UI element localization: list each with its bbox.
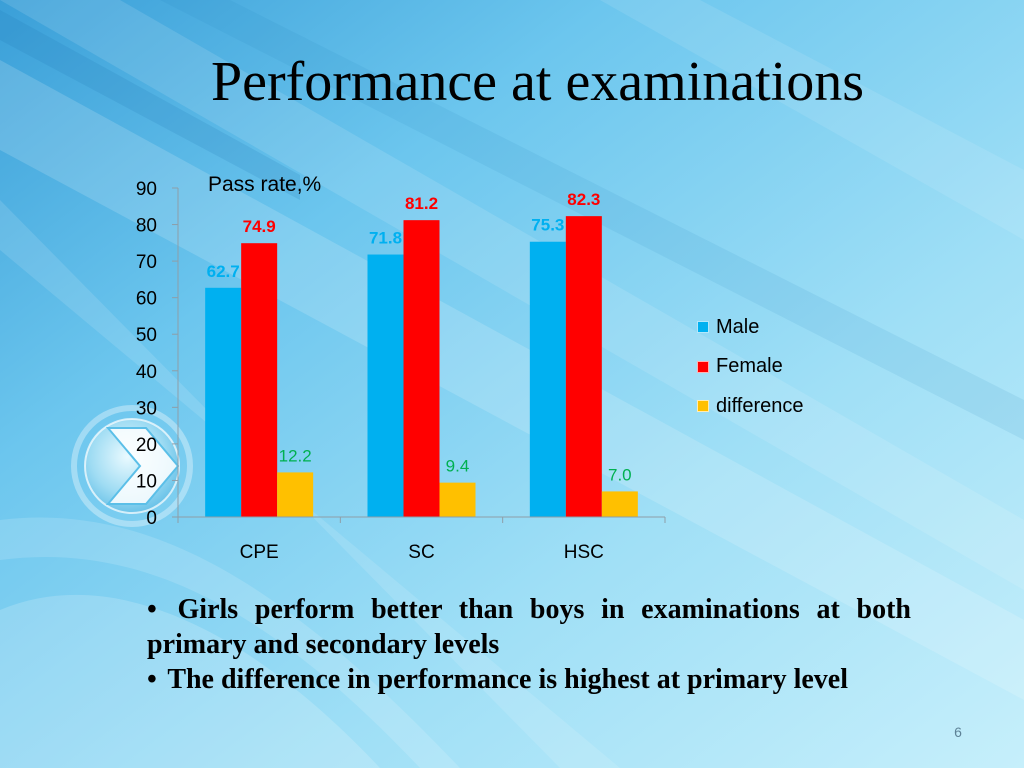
bar-male	[205, 287, 242, 517]
legend-swatch	[697, 321, 709, 333]
y-tick-label: 90	[136, 179, 157, 200]
bullet-item: • The difference in performance is highe…	[147, 662, 911, 697]
bar-difference	[601, 491, 638, 517]
data-label-female: 81.2	[405, 194, 438, 213]
legend-item-male: Male	[697, 315, 803, 339]
bar-female	[403, 220, 440, 517]
chevron-right-icon	[105, 427, 180, 505]
bullet-text: Girls perform better than boys in examin…	[147, 594, 912, 660]
data-label-male: 62.7	[207, 262, 240, 281]
category-label: CPE	[240, 542, 279, 563]
bullet-marker: •	[147, 594, 157, 625]
y-tick-label: 50	[136, 325, 157, 346]
bullet-item: • Girls perform better than boys in exam…	[147, 592, 911, 662]
legend-swatch	[697, 360, 709, 373]
background-stripe	[600, 0, 1024, 240]
y-tick-label: 40	[136, 362, 157, 383]
background-swoosh	[0, 594, 380, 768]
legend-label: Female	[716, 355, 783, 377]
y-tick-label: 10	[136, 471, 157, 492]
bullet-list: • Girls perform better than boys in exam…	[147, 592, 911, 697]
y-tick-label: 0	[146, 508, 157, 529]
data-label-difference: 12.2	[279, 446, 312, 465]
legend-item-difference: difference	[697, 394, 803, 418]
data-label-male: 75.3	[531, 216, 564, 235]
data-label-male: 71.8	[369, 229, 402, 248]
category-label: SC	[408, 542, 434, 563]
background-stripe	[0, 60, 1024, 700]
y-tick-label: 30	[136, 398, 157, 419]
bar-male	[529, 241, 566, 517]
bar-female	[241, 243, 278, 517]
bar-difference	[277, 472, 314, 517]
bar-male	[367, 254, 404, 517]
y-tick-label: 70	[136, 252, 157, 273]
y-axis-label: Pass rate,%	[208, 173, 322, 196]
decorative-orb	[71, 405, 193, 527]
legend-item-female: Female	[697, 355, 803, 379]
legend-label: Male	[716, 315, 760, 338]
background-swoosh	[0, 517, 460, 768]
category-label: HSC	[564, 542, 604, 563]
slide-number: 6	[954, 724, 962, 740]
data-label-difference: 7.0	[608, 465, 632, 484]
legend-swatch	[697, 400, 709, 412]
y-tick-label: 60	[136, 289, 157, 310]
data-label-difference: 9.4	[446, 457, 470, 476]
bullet-marker: •	[147, 664, 157, 695]
data-label-female: 74.9	[243, 217, 276, 236]
bullet-text: The difference in performance is highest…	[167, 664, 848, 695]
y-tick-label: 80	[136, 216, 157, 237]
legend-label: difference	[716, 394, 804, 417]
background-stripe	[0, 0, 1024, 590]
bar-female	[565, 216, 602, 518]
data-label-female: 82.3	[567, 190, 600, 209]
bar-difference	[439, 482, 476, 517]
y-tick-label: 20	[136, 435, 157, 456]
chart-legend: Male Female difference	[697, 315, 803, 434]
background-stripe	[0, 10, 300, 200]
slide-title: Performance at examinations	[210, 51, 865, 113]
